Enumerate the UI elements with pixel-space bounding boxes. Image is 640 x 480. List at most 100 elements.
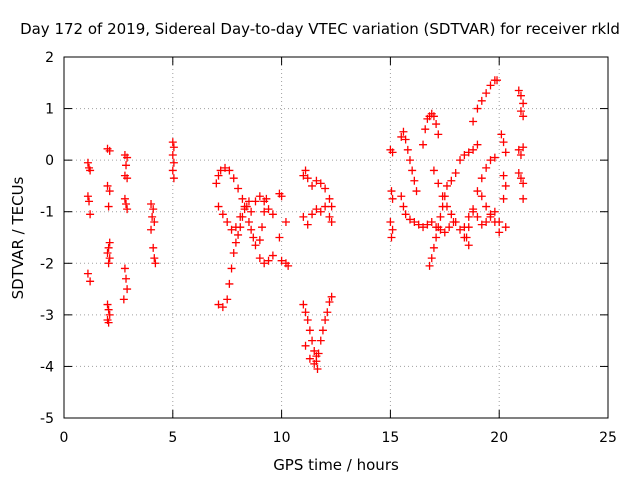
data-point-marker bbox=[477, 96, 486, 105]
data-point-marker bbox=[401, 135, 410, 144]
data-point-marker bbox=[432, 223, 441, 232]
data-point-marker bbox=[482, 89, 491, 98]
data-point-marker bbox=[499, 171, 508, 180]
data-point-marker bbox=[469, 145, 478, 154]
data-point-marker bbox=[516, 107, 525, 116]
data-point-marker bbox=[268, 210, 277, 219]
data-point-marker bbox=[227, 264, 236, 273]
data-point-marker bbox=[238, 194, 247, 203]
data-point-marker bbox=[429, 166, 438, 175]
data-point-marker bbox=[301, 166, 310, 175]
data-point-marker bbox=[255, 254, 264, 263]
data-point-marker bbox=[434, 130, 443, 139]
data-point-marker bbox=[451, 169, 460, 178]
data-point-marker bbox=[405, 215, 414, 224]
x-tick-label: 25 bbox=[599, 430, 617, 446]
data-point-marker bbox=[490, 207, 499, 216]
data-point-marker bbox=[214, 202, 223, 211]
data-point-marker bbox=[227, 225, 236, 234]
data-point-marker bbox=[105, 187, 114, 196]
grid-lines bbox=[64, 57, 608, 418]
data-point-marker bbox=[501, 223, 510, 232]
data-point-marker bbox=[150, 218, 159, 227]
data-point-marker bbox=[397, 192, 406, 201]
data-point-marker bbox=[399, 127, 408, 136]
data-point-marker bbox=[414, 220, 423, 229]
data-point-marker bbox=[303, 316, 312, 325]
data-point-marker bbox=[149, 205, 158, 214]
data-point-marker bbox=[499, 194, 508, 203]
data-point-marker bbox=[501, 148, 510, 157]
data-point-marker bbox=[85, 197, 94, 206]
data-point-marker bbox=[247, 207, 256, 216]
plot-frame bbox=[63, 56, 609, 419]
data-point-marker bbox=[301, 341, 310, 350]
data-point-marker bbox=[255, 192, 264, 201]
data-point-marker bbox=[451, 218, 460, 227]
data-point-marker bbox=[427, 218, 436, 227]
data-point-marker bbox=[103, 248, 112, 257]
data-point-marker bbox=[301, 308, 310, 317]
data-point-marker bbox=[255, 236, 264, 245]
data-point-marker bbox=[104, 202, 113, 211]
data-point-marker bbox=[388, 225, 397, 234]
data-point-marker bbox=[123, 205, 132, 214]
y-tick-label: -2 bbox=[40, 256, 54, 272]
data-point-marker bbox=[169, 174, 178, 183]
data-point-marker bbox=[464, 212, 473, 221]
data-point-marker bbox=[318, 326, 327, 335]
data-point-marker bbox=[223, 295, 232, 304]
y-tick-label: 2 bbox=[45, 50, 54, 66]
data-point-marker bbox=[264, 205, 273, 214]
data-point-marker bbox=[419, 140, 428, 149]
data-point-marker bbox=[388, 148, 397, 157]
data-point-marker bbox=[120, 264, 129, 273]
x-tick-label: 10 bbox=[273, 430, 291, 446]
data-point-marker bbox=[410, 176, 419, 185]
data-point-marker bbox=[149, 243, 158, 252]
data-point-marker bbox=[244, 218, 253, 227]
data-point-marker bbox=[169, 143, 178, 152]
axis-ticks: 0 5 10 15 20 25 -5 -4 -3 -2 -1 0 1 2 bbox=[40, 50, 617, 446]
data-point-marker bbox=[240, 205, 249, 214]
data-point-marker bbox=[497, 130, 506, 139]
data-points bbox=[83, 76, 528, 374]
data-point-marker bbox=[214, 171, 223, 180]
x-tick-label: 15 bbox=[381, 430, 399, 446]
x-tick-label: 0 bbox=[60, 430, 69, 446]
data-point-marker bbox=[299, 171, 308, 180]
y-tick-label: 0 bbox=[45, 153, 54, 169]
data-point-marker bbox=[281, 218, 290, 227]
data-point-marker bbox=[316, 207, 325, 216]
data-point-marker bbox=[86, 166, 95, 175]
data-point-marker bbox=[514, 169, 523, 178]
data-point-marker bbox=[473, 140, 482, 149]
data-point-marker bbox=[234, 230, 243, 239]
data-point-marker bbox=[214, 300, 223, 309]
data-point-marker bbox=[104, 318, 113, 327]
data-point-marker bbox=[104, 259, 113, 268]
data-point-marker bbox=[168, 166, 177, 175]
data-point-marker bbox=[438, 192, 447, 201]
data-point-marker bbox=[122, 161, 131, 170]
data-point-marker bbox=[258, 223, 267, 232]
data-point-marker bbox=[499, 138, 508, 147]
data-point-marker bbox=[477, 174, 486, 183]
data-point-marker bbox=[486, 156, 495, 165]
y-tick-label: 1 bbox=[45, 102, 54, 118]
data-point-marker bbox=[308, 210, 317, 219]
data-point-marker bbox=[482, 202, 491, 211]
data-point-marker bbox=[405, 156, 414, 165]
data-point-marker bbox=[312, 352, 321, 361]
data-point-marker bbox=[386, 218, 395, 227]
data-point-marker bbox=[408, 166, 417, 175]
data-point-marker bbox=[105, 238, 114, 247]
data-point-marker bbox=[482, 218, 491, 227]
data-point-marker bbox=[249, 233, 258, 242]
data-point-marker bbox=[436, 225, 445, 234]
data-point-marker bbox=[516, 150, 525, 159]
data-point-marker bbox=[212, 179, 221, 188]
data-point-marker bbox=[238, 212, 247, 221]
data-point-marker bbox=[473, 212, 482, 221]
data-point-marker bbox=[493, 76, 502, 85]
